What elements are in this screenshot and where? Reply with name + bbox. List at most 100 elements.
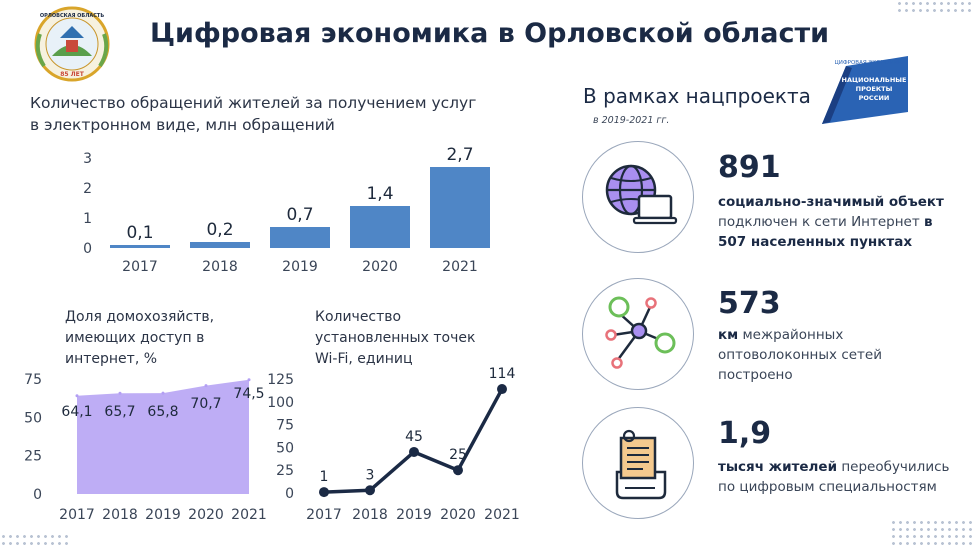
national-projects-logo-icon: ЦИФРОВАЯ ЭКОНОМИКА НАЦИОНАЛЬНЫЕ ПРОЕКТЫ … — [818, 52, 918, 126]
line-chart-title-text: Количество установленных точек Wi-Fi, ед… — [315, 309, 476, 367]
dot-pattern-bottom-right — [890, 519, 972, 547]
bar-x-tick: 2020 — [362, 259, 398, 275]
stat-3-bold-1: тысяч жителей — [718, 459, 838, 475]
project-period: в 2019-2021 гг. — [593, 115, 670, 126]
dot-pattern-bottom-left — [0, 533, 70, 547]
area-value-label: 70,7 — [190, 396, 221, 412]
bar-chart-title-text: Количество обращений жителей за получени… — [30, 94, 477, 134]
line-point-2018 — [365, 485, 375, 496]
stat-2-bold-1: км — [718, 327, 739, 343]
stat-1-text: социально-значимый объект подключен к се… — [718, 192, 953, 252]
area-y-tick: 75 — [24, 372, 42, 388]
bar-y-tick: 3 — [83, 151, 92, 167]
bar-y-tick: 1 — [83, 211, 92, 227]
line-x-tick: 2018 — [352, 507, 388, 523]
area-point-2017 — [75, 394, 79, 398]
stat-2-number: 573 — [718, 286, 781, 321]
stat-3-icon-circle — [582, 407, 694, 519]
logo-line-2: ПРОЕКТЫ — [856, 85, 893, 93]
line-chart-title: Количество установленных точек Wi-Fi, ед… — [315, 307, 480, 370]
stat-2-text-1: межрайонных оптоволоконных сетей построе… — [718, 327, 882, 383]
bar-value-label: 0,1 — [126, 223, 153, 243]
line-y-tick: 0 — [285, 486, 294, 502]
bar-value-label: 2,7 — [446, 145, 473, 165]
area-value-label: 64,1 — [61, 404, 92, 420]
line-point-2019 — [409, 446, 419, 457]
bar-x-tick: 2017 — [122, 259, 158, 275]
logo-line-3: РОССИИ — [859, 94, 890, 102]
line-y-tick: 25 — [276, 463, 294, 479]
line-x-tick: 2019 — [396, 507, 432, 523]
line-point-2021 — [497, 384, 507, 395]
bar-2019 — [270, 227, 330, 248]
area-chart-title-text: Доля домохозяйств, имеющих доступ в инте… — [65, 309, 215, 367]
project-heading: В рамках нацпроекта — [583, 84, 811, 108]
stat-1-bold-2: в 507 населенных пунктах — [718, 214, 933, 250]
bar-y-tick: 0 — [83, 241, 92, 257]
line-x-tick: 2017 — [306, 507, 342, 523]
stat-1-text-1: подключен к сети Интернет — [718, 214, 925, 230]
area-y-tick: 50 — [24, 410, 42, 426]
stat-1-bold-1: социально-значимый объект — [718, 194, 944, 210]
line-value-label: 114 — [489, 366, 516, 382]
area-point-2018 — [118, 391, 122, 395]
area-x-tick: 2017 — [59, 507, 95, 523]
stat-2-text: км межрайонных оптоволоконных сетей пост… — [718, 325, 953, 385]
logo-line-1: НАЦИОНАЛЬНЫЕ — [842, 76, 907, 84]
area-y-tick: 0 — [33, 487, 42, 503]
area-point-2019 — [161, 391, 165, 395]
emblem-bottom-text: 85 ЛЕТ — [60, 71, 85, 78]
area-x-tick: 2019 — [145, 507, 181, 523]
stat-2-icon-circle — [582, 278, 694, 390]
line-value-label: 1 — [320, 469, 329, 485]
line-value-label: 3 — [366, 467, 375, 483]
area-chart: 0 25 50 75 64,1 2017 65,7 2018 65,8 2019 70,7 2020 7… — [24, 372, 267, 523]
bar-2017 — [110, 245, 170, 248]
globe-laptop-icon — [605, 164, 678, 225]
stat-3-text: тысяч жителей переобучились по цифровым … — [718, 457, 953, 497]
line-y-tick: 75 — [276, 418, 294, 434]
bar-value-label: 1,4 — [366, 184, 393, 204]
national-projects-logo: ЦИФРОВАЯ ЭКОНОМИКА НАЦИОНАЛЬНЫЕ ПРОЕКТЫ … — [818, 52, 918, 126]
line-y-tick: 125 — [267, 372, 294, 388]
bar-2020 — [350, 206, 410, 248]
page-title: Цифровая экономика в Орловской области — [150, 18, 830, 49]
area-value-label: 65,7 — [104, 404, 135, 420]
logo-top-text: ЦИФРОВАЯ ЭКОНОМИКА — [835, 60, 906, 66]
stat-1-icon-circle — [582, 141, 694, 253]
bar-2021 — [430, 167, 490, 248]
area-chart-title: Доля домохозяйств, имеющих доступ в инте… — [65, 307, 265, 370]
region-emblem: ОРЛОВСКАЯ ОБЛАСТЬ 85 ЛЕТ — [30, 4, 114, 84]
document-icon — [615, 429, 667, 500]
area-point-2021 — [247, 378, 251, 382]
area-point-2020 — [204, 384, 208, 388]
stat-3-text-1: переобучились по цифровым специальностям — [718, 459, 950, 495]
line-x-tick: 2020 — [440, 507, 476, 523]
bar-2018 — [190, 242, 250, 248]
bar-x-tick: 2021 — [442, 259, 478, 275]
stat-3-number: 1,9 — [718, 416, 772, 451]
bar-x-tick: 2018 — [202, 259, 238, 275]
area-value-label: 74,5 — [233, 386, 264, 402]
area-y-tick: 25 — [24, 449, 42, 465]
bar-y-tick: 2 — [83, 181, 92, 197]
line-point-2020 — [453, 465, 463, 476]
stat-1-number: 891 — [718, 150, 781, 185]
emblem-top-text: ОРЛОВСКАЯ ОБЛАСТЬ — [40, 13, 105, 19]
line-point-2017 — [319, 487, 329, 498]
line-y-tick: 100 — [267, 395, 294, 411]
bar-x-tick: 2019 — [282, 259, 318, 275]
bar-chart: 0 1 2 3 0,1 2017 0,2 2018 0,7 2019 1,4 2020 2,7 2021 — [83, 145, 490, 275]
emblem-icon: ОРЛОВСКАЯ ОБЛАСТЬ 85 ЛЕТ — [34, 6, 110, 82]
network-nodes-icon — [605, 296, 676, 369]
bar-chart-title: Количество обращений жителей за получени… — [30, 92, 480, 136]
area-x-tick: 2020 — [188, 507, 224, 523]
dot-pattern-top-right — [896, 0, 972, 16]
area-x-tick: 2021 — [231, 507, 267, 523]
area-value-label: 65,8 — [147, 404, 178, 420]
area-x-tick: 2018 — [102, 507, 138, 523]
line-chart: 0 25 50 75 100 125 1 2017 3 2018 45 2019 25 2020 114 20… — [267, 366, 520, 523]
line-value-label: 45 — [405, 429, 423, 445]
line-value-label: 25 — [449, 447, 467, 463]
line-x-tick: 2021 — [484, 507, 520, 523]
